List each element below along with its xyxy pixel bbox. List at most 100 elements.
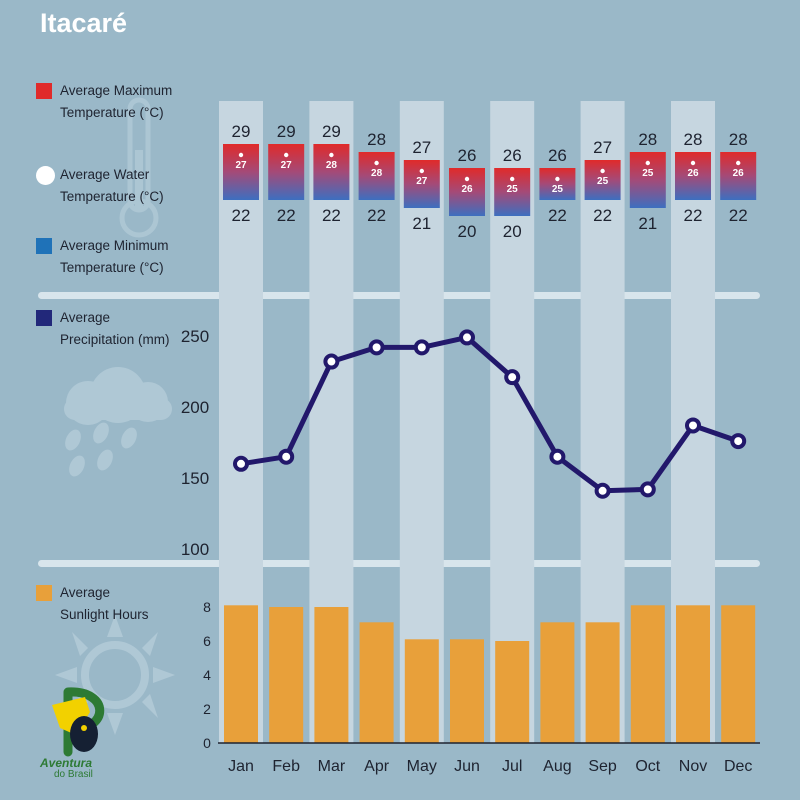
precip-point <box>504 369 521 386</box>
water-temp-dot <box>329 152 334 158</box>
temp-range-bar <box>449 168 485 216</box>
max-temp-label: 29 <box>232 122 251 141</box>
month-tick-label: Oct <box>635 758 660 775</box>
min-temp-label: 22 <box>729 206 748 225</box>
water-temp-label: 26 <box>461 184 473 195</box>
sun-bar <box>676 605 710 743</box>
precip-point <box>639 481 656 498</box>
sun-bar <box>224 605 258 743</box>
legend-label: Precipitation (mm) <box>60 332 170 347</box>
chart-title: Itacaré <box>40 8 128 38</box>
precip-series-line <box>240 334 740 494</box>
precip-point <box>323 353 340 370</box>
max-temp-label: 26 <box>548 146 567 165</box>
max-temp-label: 28 <box>367 130 386 149</box>
legend-label: Average <box>60 310 111 325</box>
legend-swatch-sun <box>36 585 52 601</box>
sun-bar <box>404 639 439 743</box>
temp-range-bar <box>584 160 621 200</box>
min-temp-label: 22 <box>367 206 386 225</box>
legend-swatch-min-temp <box>36 238 52 254</box>
legend-label: Temperature (°C) <box>60 189 164 204</box>
precip-point <box>233 455 249 472</box>
precip-point <box>278 448 295 465</box>
water-temp-dot <box>374 160 379 166</box>
min-temp-label: 22 <box>684 206 703 225</box>
max-temp-label: 28 <box>684 130 703 149</box>
water-temp-dot <box>419 168 424 174</box>
max-temp-label: 26 <box>503 146 522 165</box>
month-tick-label: Jun <box>454 758 480 775</box>
water-temp-dot <box>284 152 289 158</box>
min-temp-label: 22 <box>232 206 251 225</box>
precip-point <box>413 339 430 356</box>
water-temp-label: 27 <box>416 176 428 187</box>
temp-range-bar <box>313 144 350 200</box>
temp-range-bar <box>539 168 576 200</box>
water-temp-label: 25 <box>642 168 654 179</box>
sun-bar <box>269 607 304 743</box>
month-tick-label: Apr <box>364 758 390 775</box>
aventura-do-brasil-logo <box>52 687 105 757</box>
min-temp-label: 22 <box>593 206 612 225</box>
max-temp-label: 29 <box>277 122 296 141</box>
max-temp-label: 27 <box>412 138 431 157</box>
water-temp-label: 25 <box>597 176 609 187</box>
max-temp-label: 27 <box>593 138 612 157</box>
month-tick-label: Mar <box>318 758 346 775</box>
water-temp-label: 28 <box>371 168 383 179</box>
legend-label: Average Water <box>60 167 150 182</box>
precip-point <box>594 482 611 499</box>
section-divider-bottom <box>38 560 760 567</box>
precip-tick-label: 150 <box>181 469 209 488</box>
water-temp-dot <box>645 160 650 166</box>
legend-label: Sunlight Hours <box>60 607 149 622</box>
precip-tick-label: 250 <box>181 327 209 346</box>
sun-bar <box>495 641 530 743</box>
sun-bar <box>314 607 349 743</box>
legend-label: Temperature (°C) <box>60 105 164 120</box>
legend-swatch-water-temp <box>36 166 55 185</box>
month-tick-label: Sep <box>588 758 617 775</box>
water-temp-dot <box>510 176 515 182</box>
precip-point <box>459 329 475 346</box>
month-tick-label: Dec <box>724 758 752 775</box>
precip-point <box>685 417 701 434</box>
logo-text-do-brasil: do Brasil <box>54 769 93 780</box>
min-temp-label: 22 <box>548 206 567 225</box>
temp-range-bar <box>675 152 711 200</box>
min-temp-label: 21 <box>412 214 431 233</box>
legend-label: Average Minimum <box>60 238 169 253</box>
temp-range-bar <box>494 168 531 216</box>
water-temp-label: 27 <box>235 160 247 171</box>
max-temp-label: 26 <box>458 146 477 165</box>
precip-point <box>730 433 747 450</box>
sun-bar <box>721 605 756 743</box>
month-tick-label: May <box>407 758 437 775</box>
month-tick-label: Aug <box>543 758 571 775</box>
min-temp-label: 22 <box>322 206 341 225</box>
month-tick-label: Jul <box>502 758 522 775</box>
sun-tick-label: 6 <box>203 633 211 649</box>
sun-tick-label: 8 <box>203 599 211 615</box>
legend-label: Average <box>60 585 111 600</box>
water-temp-label: 28 <box>326 160 338 171</box>
temp-range-bar <box>720 152 757 200</box>
precip-point <box>368 339 385 356</box>
water-temp-label: 26 <box>733 168 745 179</box>
rain-cloud-icon <box>64 367 172 477</box>
temp-range-bar <box>268 144 305 200</box>
min-temp-label: 22 <box>277 206 296 225</box>
water-temp-dot <box>238 152 244 158</box>
month-tick-label: Jan <box>228 758 254 775</box>
water-temp-dot <box>600 168 605 174</box>
month-tick-label: Nov <box>679 758 707 775</box>
min-temp-label: 20 <box>458 222 477 241</box>
sun-tick-label: 4 <box>203 667 211 683</box>
max-temp-label: 28 <box>729 130 748 149</box>
min-temp-label: 20 <box>503 222 522 241</box>
legend-label: Average Maximum <box>60 83 173 98</box>
logo-text-aventura: Aventura <box>40 756 93 770</box>
temp-range-bar <box>358 152 395 200</box>
